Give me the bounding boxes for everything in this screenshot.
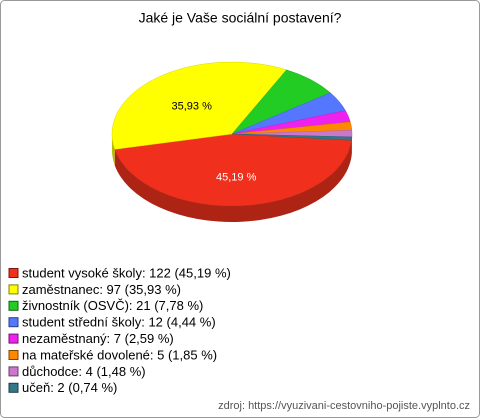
legend-swatch (8, 333, 19, 344)
legend-swatch (8, 366, 19, 377)
value-label: 45,19 % (216, 171, 257, 183)
legend-swatch (8, 284, 19, 295)
slice (231, 133, 353, 141)
legend-swatch (8, 268, 19, 278)
legend-label: zaměstnanec: 97 (35,93 %) (22, 282, 181, 297)
legend-label: učeň: 2 (0,74 %) (22, 380, 117, 395)
legend-label: na mateřské dovolené: 5 (1,85 %) (22, 347, 217, 362)
value-label: 35,93 % (172, 101, 213, 113)
legend-label: důchodce: 4 (1,48 %) (22, 364, 146, 379)
legend-swatch (8, 317, 19, 328)
slice (114, 133, 352, 207)
legend-label: nezaměstnaný: 7 (2,59 %) (22, 331, 174, 346)
legend-swatch (8, 350, 19, 360)
legend-label: student střední školy: 12 (4,44 %) (22, 315, 216, 330)
legend-label: živnostník (OSVČ): 21 (7,78 %) (22, 298, 203, 313)
source: zdroj: https://vyuzivani-cestovniho-poji… (218, 400, 470, 412)
slice-side (114, 140, 352, 223)
legend-label: student vysoké školy: 122 (45,19 %) (22, 265, 231, 280)
slice (111, 61, 287, 150)
legend-swatch (8, 382, 19, 393)
legend-swatch (8, 300, 19, 311)
chart-title: Jaké je Vaše sociální postavení? (139, 10, 342, 26)
